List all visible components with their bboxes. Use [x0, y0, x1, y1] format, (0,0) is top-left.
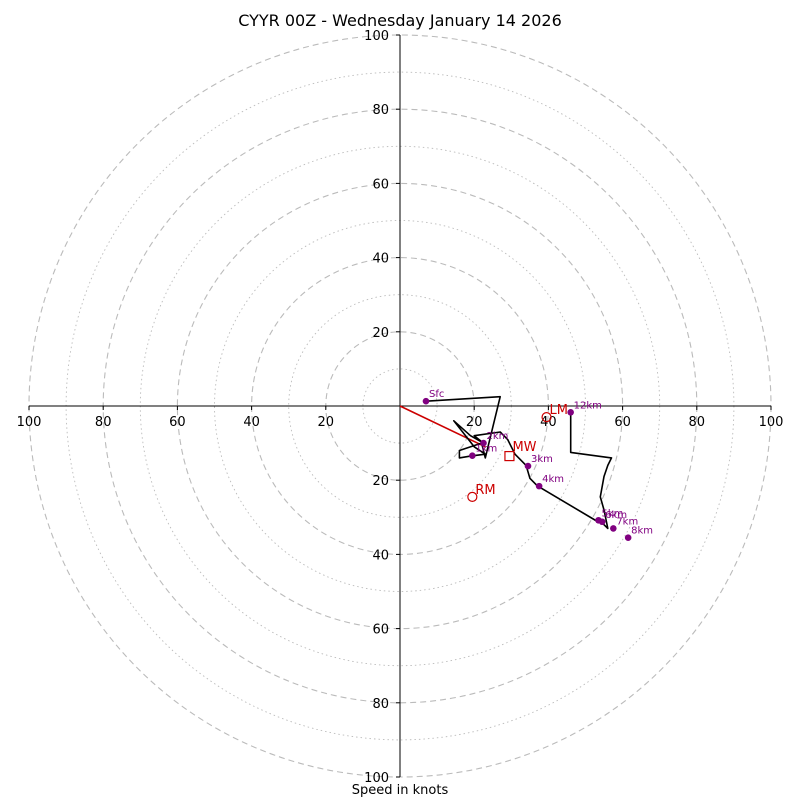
- y-tick-label: 20: [372, 326, 389, 341]
- height-marker-label: 2km: [486, 431, 508, 442]
- height-marker-label: 3km: [531, 454, 553, 465]
- y-tick-label: 40: [372, 252, 389, 267]
- shear-vector: [399, 405, 486, 448]
- height-marker-dot: [598, 518, 606, 526]
- x-tick-label: 100: [17, 415, 42, 430]
- y-tick-label: 60: [372, 623, 389, 638]
- hodograph-trace-group: [425, 395, 613, 530]
- height-marker-dot: [624, 534, 632, 542]
- mean-wind-label: MW: [512, 440, 536, 455]
- y-tick-label: 60: [372, 177, 389, 192]
- y-tick-label: 100: [364, 771, 389, 786]
- mean-wind-marker: [504, 450, 515, 462]
- height-marker-dot: [535, 482, 543, 490]
- height-marker-label: 4km: [542, 474, 564, 485]
- x-tick-label: 60: [169, 415, 186, 430]
- left-mover-label: LM: [550, 403, 568, 418]
- height-marker-dot: [524, 462, 532, 470]
- y-tick-label: 20: [372, 474, 389, 489]
- left-mover-marker: [541, 412, 552, 423]
- shear-vector-line: [399, 405, 486, 448]
- x-tick-label: 40: [540, 415, 557, 430]
- x-tick-label: 20: [318, 415, 335, 430]
- height-marker-dot: [567, 409, 574, 416]
- x-tick-label: 80: [689, 415, 706, 430]
- chart-title: CYYR 00Z - Wednesday January 14 2026: [238, 11, 562, 30]
- hodograph-trace: [425, 395, 613, 530]
- height-marker-label: 6km: [605, 510, 627, 521]
- tick-labels: 100 80 60 40 20 20 40 60 80 100 20 40 60 80 100 20 40 60 8…: [17, 29, 784, 786]
- height-marker-label: 7km: [616, 516, 638, 527]
- right-mover-label: RM: [475, 483, 495, 498]
- height-marker-dot: [610, 525, 617, 532]
- y-tick-label: 40: [372, 548, 389, 563]
- y-tick-label: 80: [372, 103, 389, 118]
- x-tick-label: 100: [759, 415, 784, 430]
- height-marker-label: 8km: [631, 526, 653, 537]
- height-marker-label: 12km: [574, 400, 602, 411]
- height-marker-dot: [422, 397, 430, 405]
- x-tick-label: 20: [466, 415, 483, 430]
- y-tick-label: 100: [364, 29, 389, 44]
- height-marker-dot: [480, 439, 487, 447]
- x-axis-label: Speed in knots: [351, 783, 449, 798]
- height-marker-label: 1km: [475, 444, 497, 455]
- height-marker-label: Sfc: [429, 389, 444, 400]
- x-tick-label: 60: [614, 415, 631, 430]
- x-tick-label: 80: [95, 415, 112, 430]
- y-tick-label: 80: [372, 697, 389, 712]
- height-marker-label: 5km: [601, 508, 623, 519]
- height-marker-dot: [469, 452, 476, 460]
- right-mover-marker: [467, 491, 478, 502]
- storm-motion-markers: MW LM RM: [467, 403, 568, 502]
- x-tick-label: 40: [243, 415, 260, 430]
